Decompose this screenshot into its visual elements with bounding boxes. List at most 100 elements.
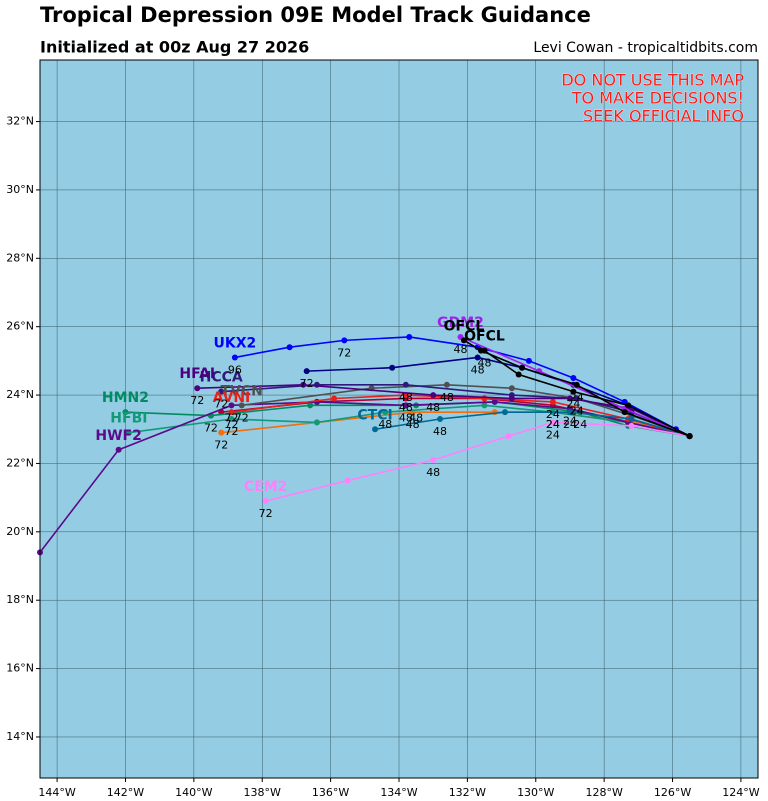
hour-label: 48 <box>477 357 491 370</box>
x-tick-label: 142°W <box>107 786 144 799</box>
hour-label: 48 <box>440 391 454 404</box>
hour-label: 48 <box>378 418 392 431</box>
track-point <box>570 374 577 381</box>
track-name: HCCA <box>200 370 243 386</box>
track-name: HMN2 <box>102 390 149 406</box>
track-point <box>508 395 515 402</box>
y-tick-label: 22°N <box>6 456 34 469</box>
hour-label: 24 <box>573 418 587 431</box>
chart-subtitle: Initialized at 00z Aug 27 2026 <box>40 38 309 57</box>
y-tick-label: 32°N <box>6 115 34 128</box>
x-tick-label: 138°W <box>244 786 281 799</box>
y-tick-label: 24°N <box>6 388 34 401</box>
hour-label: 72 <box>337 346 351 359</box>
hour-label: 72 <box>204 422 218 435</box>
hour-label: 48 <box>426 466 440 479</box>
track-point <box>262 498 269 505</box>
track <box>460 336 690 437</box>
y-tick-label: 28°N <box>6 251 34 264</box>
y-tick-label: 16°N <box>6 662 34 675</box>
track-point <box>122 409 129 416</box>
track-point <box>382 409 389 416</box>
track-name: CEM2 <box>244 479 288 495</box>
track-name: TVCN <box>221 383 263 399</box>
track-point <box>194 385 201 392</box>
chart-title: Tropical Depression 09E Model Track Guid… <box>40 3 591 27</box>
track-point <box>519 364 526 371</box>
hour-label: 24 <box>570 404 584 417</box>
track <box>463 339 690 437</box>
track-point <box>307 402 314 409</box>
track-point <box>628 416 635 422</box>
track-point <box>228 402 235 409</box>
hour-label: 72 <box>214 398 228 411</box>
track-name: HFBI <box>110 411 147 427</box>
warning: SEEK OFFICIAL INFO <box>583 107 744 126</box>
hour-label: 24 <box>563 418 577 431</box>
hour-label: 48 <box>433 425 447 438</box>
hour-label: 72 <box>214 439 228 452</box>
track-point <box>628 422 635 429</box>
y-tick-label: 14°N <box>6 730 34 743</box>
tracks <box>37 333 693 556</box>
track-point <box>300 381 307 388</box>
y-tick-label: 30°N <box>6 183 34 196</box>
track-point <box>389 364 396 371</box>
labels: 24 48 72 24 48 72 HMN2 24 48 72 HFBI 24 48 72 HWF2 24 48… <box>95 315 587 520</box>
track-point <box>228 409 235 416</box>
track-point <box>430 392 437 399</box>
track-point <box>286 344 293 351</box>
track-point <box>481 395 488 402</box>
hour-label: 48 <box>454 343 468 356</box>
track-point <box>573 381 580 388</box>
hour-label: 72 <box>224 411 238 424</box>
track-point <box>125 429 132 436</box>
track-point <box>621 409 628 416</box>
y-tick-label: 20°N <box>6 525 34 538</box>
hour-label: 72 <box>224 425 238 438</box>
track-point <box>566 409 573 416</box>
track-point <box>218 429 225 436</box>
y-tick-label: 18°N <box>6 593 34 606</box>
track-name: HFAI <box>179 366 215 382</box>
hour-label: 72 <box>259 507 273 520</box>
track-point <box>228 416 235 422</box>
track-point <box>491 398 498 405</box>
track-point <box>231 354 238 361</box>
hour-label: 24 <box>546 408 560 421</box>
track-point <box>341 337 348 344</box>
track-point <box>474 354 481 361</box>
x-tick-label: 134°W <box>380 786 417 799</box>
track-name: UKX2 <box>214 335 257 351</box>
track-point <box>549 398 556 405</box>
track-point <box>501 409 508 416</box>
x-tick-label: 126°W <box>654 786 691 799</box>
credit: Levi Cowan - tropicaltidbits.com <box>533 40 758 56</box>
track-point <box>515 371 522 378</box>
hour-label: 24 <box>546 428 560 441</box>
track-name: AVNI <box>213 390 251 406</box>
track-point <box>303 368 310 375</box>
hour-label: 24 <box>546 418 560 431</box>
hour-label: 96 <box>228 363 242 376</box>
hour-label: 24 <box>570 391 584 404</box>
x-tick-label: 124°W <box>722 786 759 799</box>
hour-label: 48 <box>399 411 413 424</box>
track-name: GDM2 <box>437 315 484 331</box>
x-tick-label: 136°W <box>312 786 349 799</box>
track-point <box>402 402 409 409</box>
hour-label: 72 <box>190 394 204 407</box>
track-point <box>331 395 338 402</box>
track-name: CTCI <box>357 407 392 423</box>
track-point <box>115 446 122 453</box>
hour-label: 24 <box>570 404 584 417</box>
track-name: OFCL <box>444 318 485 334</box>
track-point <box>481 402 488 409</box>
track-point <box>686 433 693 440</box>
hour-label: 48 <box>409 411 423 424</box>
x-tick-label: 128°W <box>585 786 622 799</box>
track-point <box>549 419 556 426</box>
track-point <box>460 337 467 344</box>
track <box>374 411 690 437</box>
